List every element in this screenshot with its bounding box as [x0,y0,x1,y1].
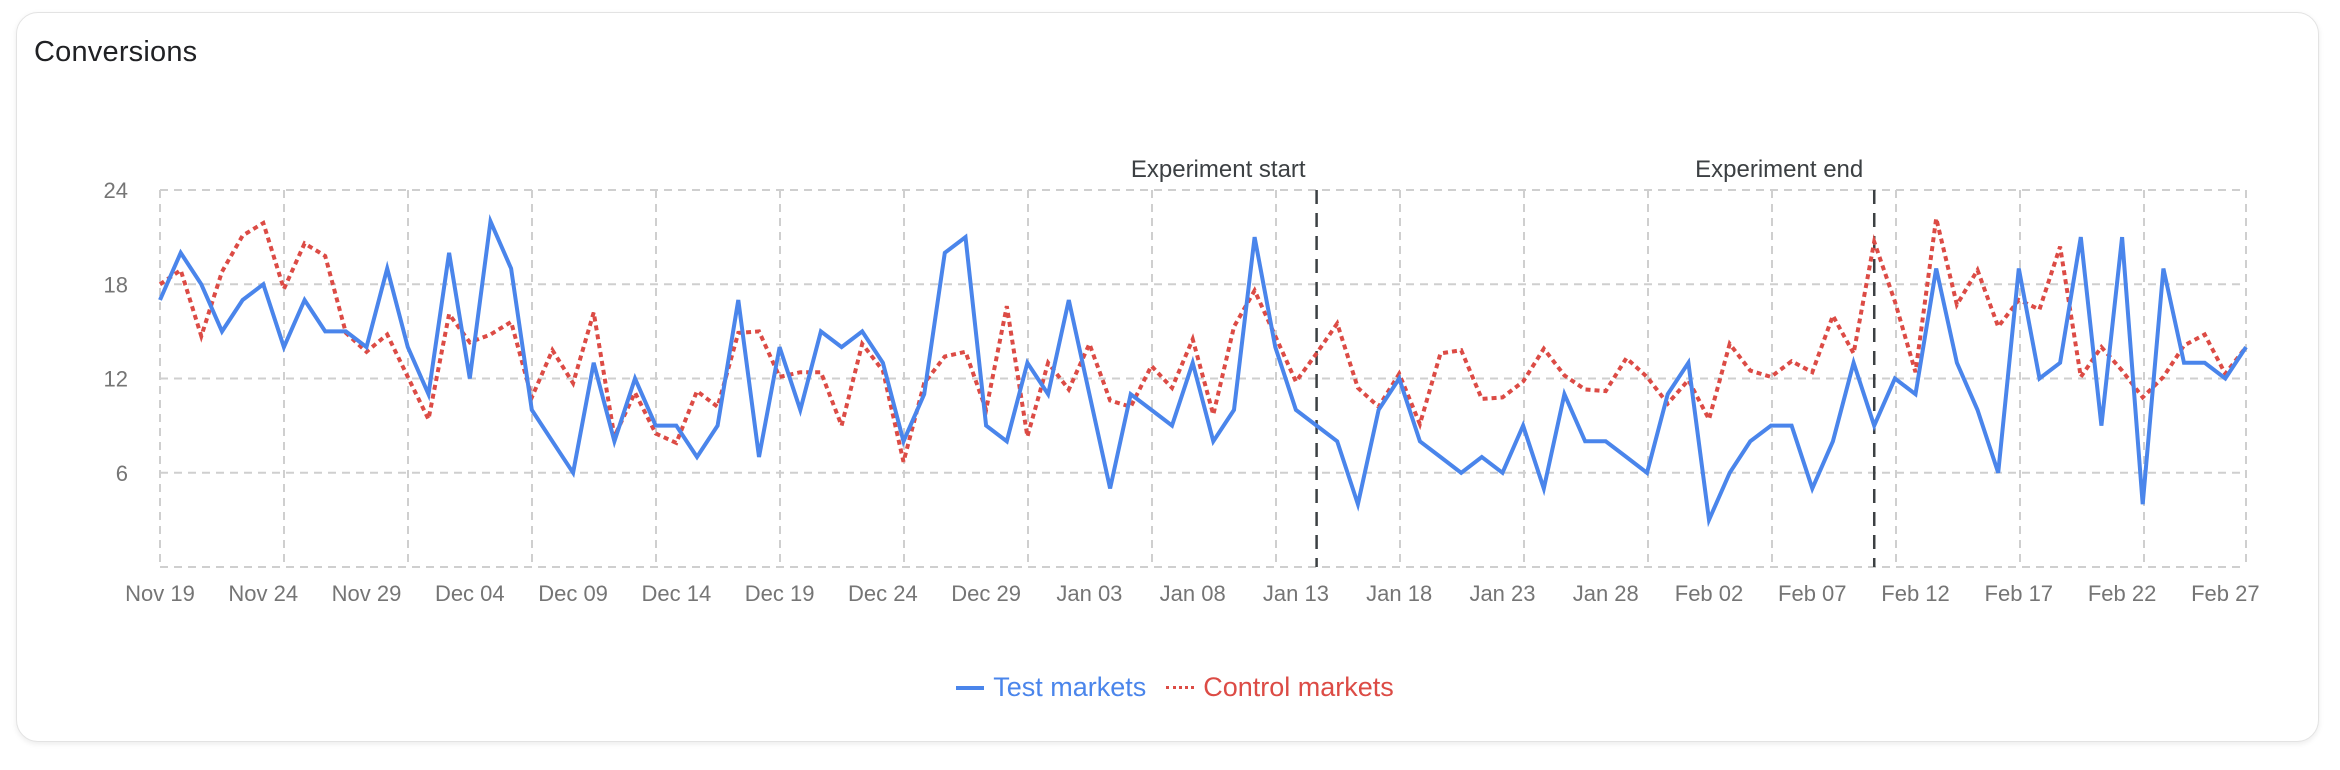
x-tick-label: Jan 23 [1469,581,1535,606]
x-tick-label: Feb 27 [2191,581,2260,606]
x-tick-label: Jan 13 [1263,581,1329,606]
y-tick-label: 6 [116,461,128,486]
x-tick-label: Jan 28 [1573,581,1639,606]
x-tick-label: Dec 14 [641,581,711,606]
chart-grid [159,189,2247,568]
conversions-card [16,12,2319,742]
y-tick-label: 12 [104,367,128,392]
y-tick-label: 18 [104,272,128,297]
x-tick-label: Dec 24 [848,581,918,606]
x-tick-label: Nov 19 [125,581,195,606]
x-tick-label: Dec 09 [538,581,608,606]
chart-legend: Test markets Control markets [0,672,2340,703]
y-axis: 6 12 18 24 [104,178,128,486]
x-tick-label: Feb 02 [1675,581,1744,606]
x-tick-label: Jan 18 [1366,581,1432,606]
x-tick-label: Nov 24 [228,581,298,606]
legend-item-test-markets[interactable]: Test markets [956,672,1146,703]
experiment-marker-label: Experiment start [1131,156,1306,183]
x-tick-label: Feb 07 [1778,581,1847,606]
experiment-marker-label: Experiment end [1695,156,1863,183]
legend-item-control-markets[interactable]: Control markets [1166,672,1394,703]
card-title: Conversions [34,36,198,68]
test-markets-line [158,214,2248,528]
x-tick-label: Feb 17 [1985,581,2054,606]
legend-label-test: Test markets [993,672,1147,702]
x-tick-label: Jan 08 [1160,581,1226,606]
control-markets-line [158,217,2248,463]
y-tick-label: 24 [104,178,128,203]
x-tick-label: Dec 04 [435,581,505,606]
x-tick-label: Feb 22 [2088,581,2157,606]
legend-label-control: Control markets [1203,672,1394,702]
dotted-line-swatch-icon [1166,686,1195,689]
x-tick-label: Nov 29 [332,581,402,606]
x-tick-label: Jan 03 [1056,581,1122,606]
experiment-annotations: Experiment start Experiment end [1131,156,1876,567]
x-axis: Nov 19 Nov 24 Nov 29 Dec 04 Dec 09 Dec 14 Dec … [125,581,2259,606]
x-tick-label: Feb 12 [1881,581,1950,606]
x-tick-label: Dec 29 [951,581,1021,606]
chart-series [158,214,2248,528]
solid-line-swatch-icon [956,685,985,690]
x-tick-label: Dec 19 [745,581,815,606]
